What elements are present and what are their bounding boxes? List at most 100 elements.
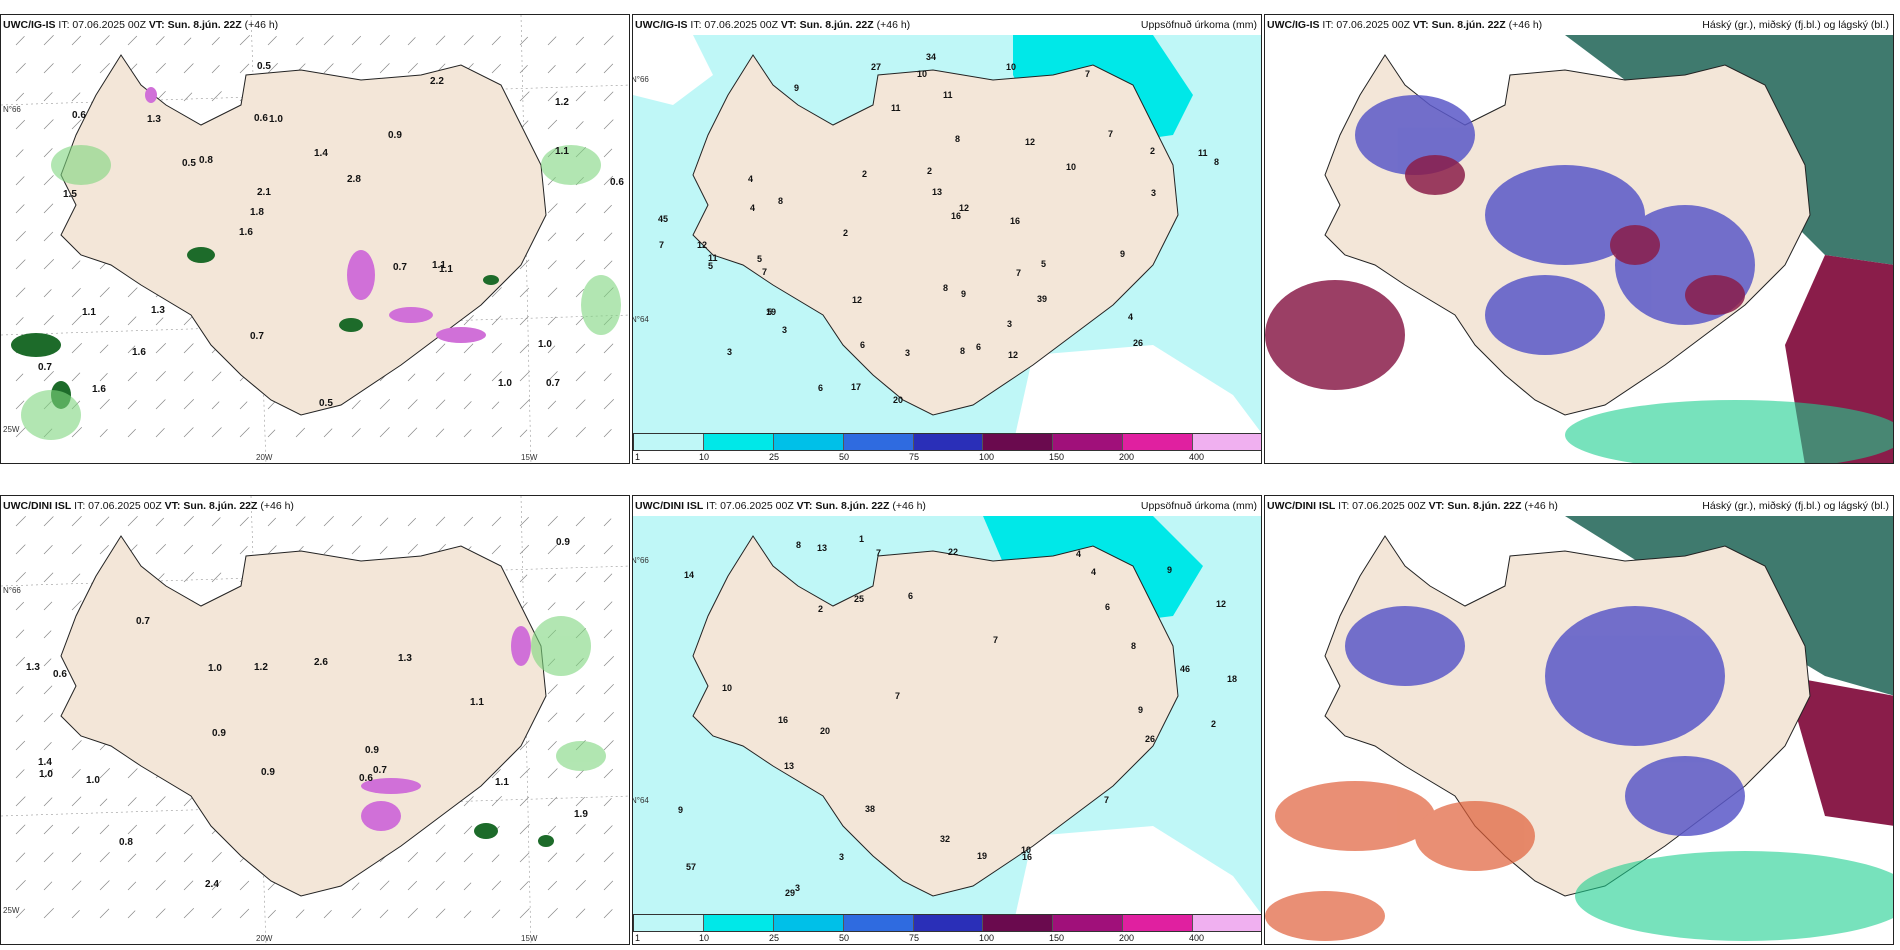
wind-barb — [547, 907, 558, 919]
value-label: 10 — [1021, 845, 1031, 855]
wind-barb — [323, 63, 334, 74]
wind-barb — [43, 768, 54, 779]
lon-tick: 15W — [521, 453, 538, 462]
cloud-map — [1265, 516, 1893, 944]
wind-barb — [603, 148, 613, 158]
wind-barb — [239, 427, 250, 438]
value-label: 1.8 — [250, 207, 264, 218]
panel-bottom-right: UWC/DINI ISL IT: 07.06.2025 00Z VT: Sun.… — [1264, 495, 1894, 945]
precip-map: 3797987521012343916202726451917121011121… — [633, 35, 1261, 445]
wind-barb — [547, 91, 558, 102]
wind-barb — [183, 398, 195, 410]
value-label: 19 — [977, 851, 987, 861]
value-label: 7 — [659, 240, 664, 250]
wind-barb — [99, 767, 111, 779]
value-label: 9 — [678, 805, 683, 815]
wind-barb — [43, 289, 52, 298]
value-label: 1.1 — [439, 264, 453, 275]
value-label: 14 — [684, 570, 694, 580]
wind-barb — [519, 315, 529, 326]
wind-barb — [43, 92, 53, 102]
lon-tick: 15W — [521, 934, 538, 943]
value-label: 1.2 — [555, 97, 569, 108]
wind-barb — [239, 546, 248, 555]
value-label: 13 — [817, 543, 827, 553]
value-label: 1.1 — [82, 307, 96, 318]
value-label: 39 — [1037, 294, 1047, 304]
wind-barb — [547, 371, 558, 382]
value-label: 19 — [766, 307, 776, 317]
value-label: 26 — [1145, 734, 1155, 744]
value-label: 2 — [862, 169, 867, 179]
wind-barb — [519, 767, 531, 779]
wind-barb — [407, 62, 418, 74]
colorbar-label: 400 — [1189, 452, 1205, 462]
value-label: 3 — [905, 348, 910, 358]
panel-top-right: UWC/IG-IS IT: 07.06.2025 00Z VT: Sun. 8.… — [1264, 14, 1894, 464]
wind-barb — [71, 260, 81, 270]
value-label: 7 — [895, 691, 900, 701]
wind-barb — [519, 824, 530, 835]
wind-barb — [323, 515, 334, 527]
wind-barb — [519, 287, 530, 298]
wind-barb — [183, 797, 193, 807]
wind-barb — [379, 517, 389, 527]
wind-barb — [183, 37, 192, 46]
wind-barb — [99, 63, 110, 74]
wind-barb — [211, 401, 220, 410]
value-label: 1.3 — [26, 662, 40, 673]
wind-barb — [43, 516, 54, 527]
value-label: 0.6 — [610, 177, 624, 188]
wind-barb — [435, 881, 445, 891]
wind-barb — [603, 91, 614, 102]
value-label: 1.6 — [132, 347, 146, 358]
value-label: 2 — [927, 166, 932, 176]
wind-barb — [435, 399, 446, 410]
value-label: 2 — [818, 604, 823, 614]
cloud-map — [1265, 35, 1893, 463]
wind-barb — [211, 371, 222, 382]
wind-barb — [211, 517, 221, 527]
wind-barb — [267, 909, 276, 919]
lat-tick: N°66 — [632, 75, 649, 84]
value-label: 6 — [976, 342, 981, 352]
value-label: 0.6 — [254, 113, 268, 124]
wind-barb — [407, 880, 418, 891]
lon-tick: 25W — [3, 906, 20, 915]
wind-barb — [491, 342, 502, 354]
wind-barb — [183, 427, 194, 438]
wind-barb — [43, 175, 54, 186]
wind-barb — [211, 427, 222, 438]
wind-barb — [603, 518, 612, 527]
wind-barb — [183, 92, 193, 102]
wind-barb — [603, 573, 613, 583]
wind-barb — [15, 571, 26, 583]
wind-barb — [211, 65, 220, 74]
wind-barb — [127, 400, 137, 410]
wind-barb — [407, 399, 418, 410]
wind-barb — [71, 426, 83, 438]
wind-barb — [43, 258, 55, 270]
value-label: 16 — [1010, 216, 1020, 226]
wind-barb — [71, 516, 82, 527]
value-label: 6 — [908, 591, 913, 601]
value-label: 7 — [1085, 69, 1090, 79]
value-label: 20 — [893, 395, 903, 405]
value-label: 1.4 — [38, 757, 52, 768]
wind-barb — [155, 317, 164, 326]
wind-barb — [71, 119, 82, 130]
wind-barb — [603, 544, 613, 555]
wind-barb — [43, 545, 53, 555]
value-label: 7 — [1108, 129, 1113, 139]
wind-barb — [379, 63, 390, 74]
wind-barb — [127, 516, 138, 527]
value-label: 3 — [727, 347, 732, 357]
wind-barb — [43, 35, 54, 46]
value-label: 1.9 — [574, 809, 588, 820]
value-label: 12 — [852, 295, 862, 305]
value-label: 4 — [748, 174, 753, 184]
wind-barb — [211, 36, 220, 46]
value-label: 2.4 — [205, 879, 219, 890]
wind-barb — [575, 371, 586, 382]
wind-barb — [575, 63, 586, 74]
